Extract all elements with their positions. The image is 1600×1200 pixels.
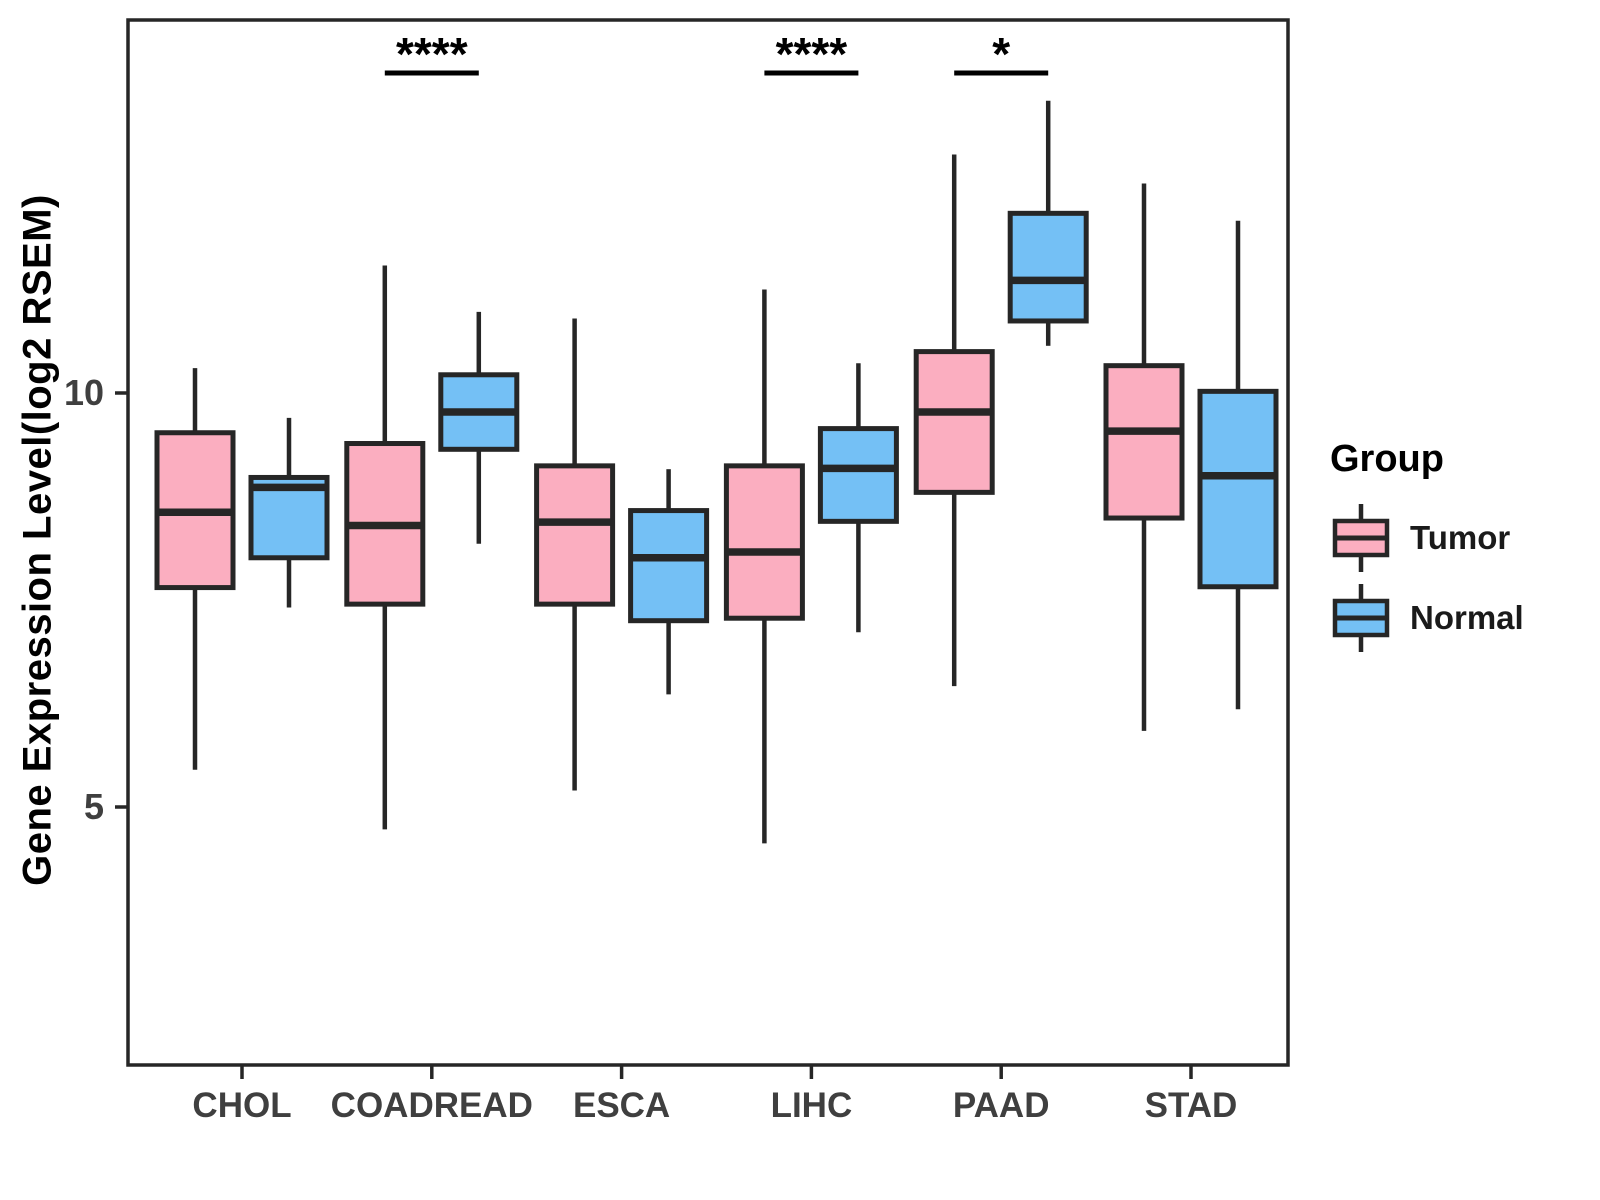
- iqr-box: [1007, 210, 1089, 324]
- x-tick-label-ESCA: ESCA: [573, 1086, 670, 1125]
- iqr-box: [1103, 363, 1185, 521]
- box-tumor-CHOL: [154, 368, 236, 770]
- box-normal-CHOL: [248, 417, 330, 608]
- iqr-box: [913, 349, 995, 495]
- tumor-boxplot-key-icon: [1332, 504, 1390, 572]
- box-normal-LIHC: [817, 363, 899, 633]
- iqr-box: [628, 508, 710, 624]
- plot-panel-border: [126, 18, 1290, 1067]
- legend-entry-tumor: Tumor: [1328, 501, 1588, 575]
- legend-title: Group: [1330, 438, 1444, 480]
- iqr-box: [534, 463, 616, 607]
- iqr-box: [723, 463, 805, 621]
- significance-label-LIHC: ****: [776, 28, 848, 80]
- legend-label-tumor: Tumor: [1410, 519, 1511, 556]
- legend-entry-normal: Normal: [1328, 581, 1588, 655]
- legend-label-normal: Normal: [1410, 599, 1524, 636]
- x-tick-label-LIHC: LIHC: [771, 1086, 853, 1125]
- box-normal-STAD: [1197, 220, 1279, 710]
- box-tumor-COADREAD: [344, 265, 426, 830]
- significance-label-PAAD: *: [992, 28, 1010, 80]
- y-tick-label-5: 5: [84, 786, 104, 827]
- box-tumor-STAD: [1103, 183, 1185, 731]
- y-tick-label-10: 10: [64, 372, 104, 413]
- box-tumor-ESCA: [534, 318, 616, 791]
- iqr-box: [1197, 388, 1279, 590]
- x-tick-label-COADREAD: COADREAD: [331, 1086, 533, 1125]
- iqr-box: [817, 426, 899, 524]
- y-axis-title: Gene Expression Level(log2 RSEM): [15, 194, 60, 886]
- box-tumor-PAAD: [913, 154, 995, 687]
- normal-boxplot-key-icon: [1332, 584, 1390, 652]
- legend: Group Tumor Normal: [1328, 438, 1588, 661]
- significance-label-COADREAD: ****: [396, 28, 468, 80]
- x-tick-label-PAAD: PAAD: [953, 1086, 1050, 1125]
- x-tick-label-CHOL: CHOL: [192, 1086, 291, 1125]
- x-tick-label-STAD: STAD: [1145, 1086, 1238, 1125]
- box-normal-ESCA: [628, 469, 710, 695]
- box-normal-COADREAD: [438, 311, 520, 544]
- box-normal-PAAD: [1007, 100, 1089, 346]
- box-tumor-LIHC: [723, 289, 805, 844]
